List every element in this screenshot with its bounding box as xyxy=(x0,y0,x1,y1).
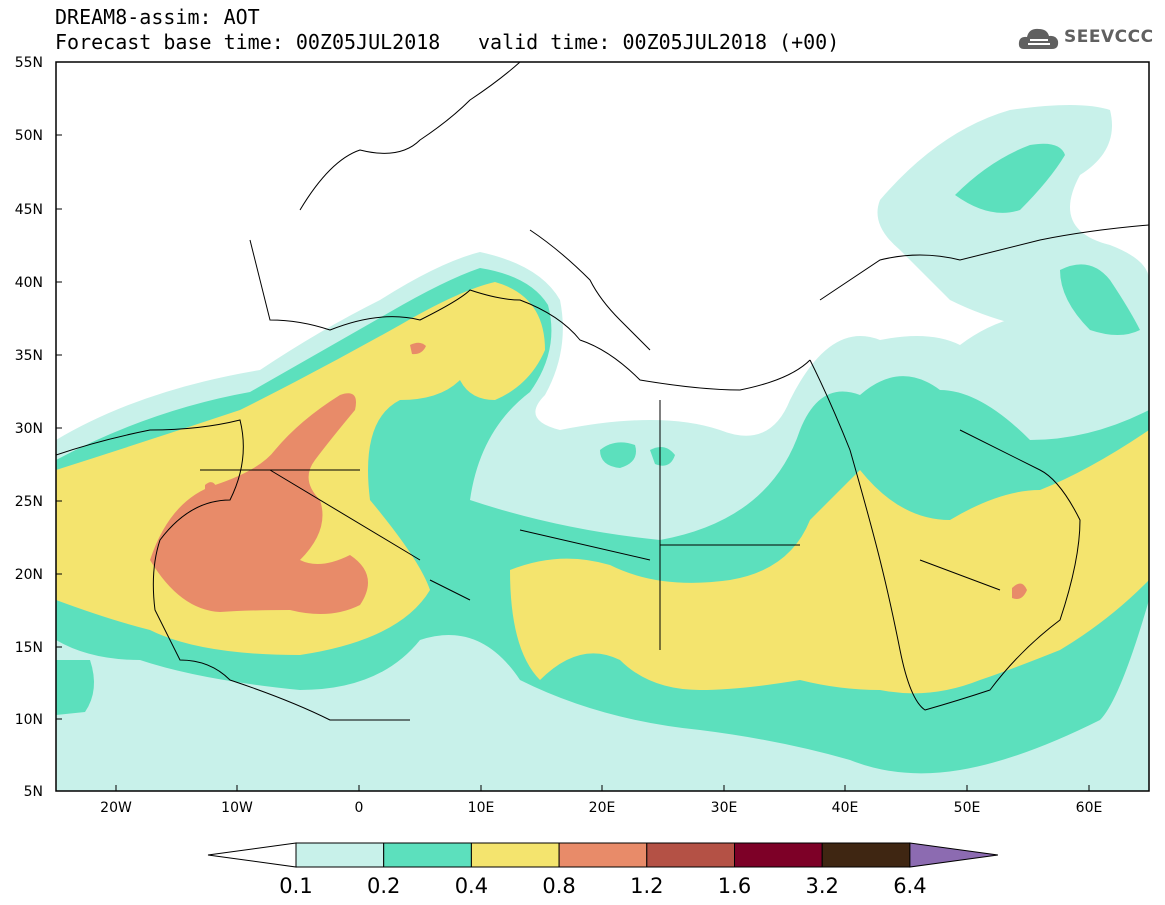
lat-label: 25N xyxy=(15,494,43,510)
lat-label: 15N xyxy=(15,640,43,656)
lat-label: 35N xyxy=(15,348,43,364)
colorbar-label: 0.8 xyxy=(542,874,575,898)
lat-label: 5N xyxy=(24,784,43,800)
logo-text: SEEVCCC xyxy=(1064,27,1154,47)
lon-label: 40E xyxy=(832,800,859,816)
colorbar-bin xyxy=(734,842,823,868)
lat-label: 40N xyxy=(15,275,43,291)
colorbar-min-arrow xyxy=(207,842,297,868)
lat-label: 20N xyxy=(15,567,43,583)
colorbar-bin xyxy=(558,842,648,868)
lon-label: 0 xyxy=(355,800,364,816)
colorbar-bin xyxy=(470,842,560,868)
lon-label: 50E xyxy=(954,800,981,816)
lon-label: 20E xyxy=(589,800,616,816)
colorbar-bin xyxy=(383,842,472,868)
aot-class-high xyxy=(150,342,1027,614)
lat-label: 55N xyxy=(15,55,43,71)
lat-label: 50N xyxy=(15,128,43,144)
colorbar-bin xyxy=(646,842,735,868)
lon-label: 30E xyxy=(711,800,738,816)
aot-fields xyxy=(56,105,1149,791)
colorbar-label: 0.2 xyxy=(367,874,400,898)
lon-label: 60E xyxy=(1076,800,1103,816)
lon-label: 10E xyxy=(468,800,495,816)
colorbar-label: 6.4 xyxy=(893,874,926,898)
lat-label: 10N xyxy=(15,712,43,728)
colorbar-label: 3.2 xyxy=(805,874,838,898)
longitude-axis: 20W 10W 0 10E 20E 30E 40E 50E 60E xyxy=(100,785,1102,816)
latitude-axis: 55N 50N 45N 40N 35N 30N 25N 20N 15N 10N … xyxy=(15,55,62,800)
colorbar-bin xyxy=(295,842,385,868)
lon-label: 20W xyxy=(100,800,132,816)
colorbar-label: 0.1 xyxy=(279,874,312,898)
valid-time: valid time: 00Z05JUL2018 (+00) xyxy=(478,30,840,54)
colorbar-max-arrow xyxy=(909,842,998,868)
forecast-base-time: Forecast base time: 00Z05JUL2018 xyxy=(55,30,441,54)
lat-label: 45N xyxy=(15,202,43,218)
colorbar-label: 1.2 xyxy=(630,874,663,898)
cloud-logo-icon xyxy=(1018,28,1059,49)
coastlines xyxy=(56,62,1149,721)
map-title: DREAM8-assim: AOT xyxy=(55,5,260,29)
lon-label: 10W xyxy=(221,800,253,816)
colorbar-label: 0.4 xyxy=(455,874,488,898)
colorbar-label: 1.6 xyxy=(718,874,751,898)
colorbar-bin xyxy=(821,842,911,868)
lat-label: 30N xyxy=(15,421,43,437)
